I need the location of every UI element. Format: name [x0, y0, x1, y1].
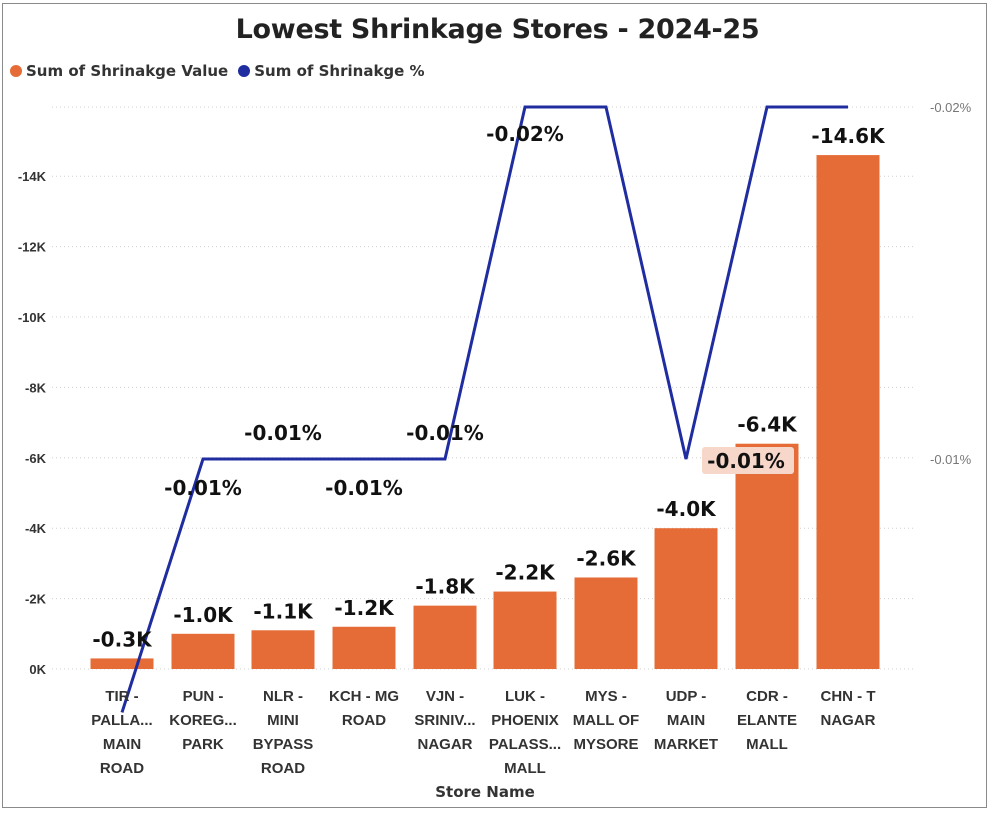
x-tick-label: MALL: [746, 736, 788, 753]
x-tick-label: LUK -: [505, 688, 545, 705]
line-data-label: -0.01%: [244, 421, 322, 445]
bar-data-label: -1.0K: [173, 603, 234, 627]
x-tick-label: UDP -: [666, 688, 707, 705]
legend-dot-icon: [10, 65, 22, 77]
chart-title: Lowest Shrinkage Stores - 2024-25: [235, 14, 760, 45]
bar: [251, 630, 315, 669]
bar-data-label: -14.6K: [811, 124, 886, 148]
line-label-highlight: [702, 447, 794, 474]
legend-item-value[interactable]: Sum of Shrinakge Value: [10, 62, 228, 80]
chart-legend: Sum of Shrinakge Value Sum of Shrinakge …: [10, 62, 435, 80]
x-tick-label: PHOENIX: [491, 712, 559, 729]
bar: [735, 443, 799, 669]
x-tick-label: KOREG...: [169, 712, 237, 729]
x-tick-label: MYSORE: [573, 736, 638, 753]
line-data-label: -0.01%: [406, 421, 484, 445]
line-data-label: -0.01%: [325, 476, 403, 500]
x-tick-label: TIR -: [105, 688, 138, 705]
bar-data-label: -2.6K: [576, 546, 637, 570]
x-tick-label: PUN -: [183, 688, 224, 705]
bar-data-label: -4.0K: [656, 497, 717, 521]
bar: [654, 528, 718, 669]
x-tick-label: CHN - T: [821, 688, 876, 705]
y-tick-label: -4K: [25, 521, 47, 536]
y2-tick-label: -0.01%: [930, 452, 972, 467]
bar: [332, 626, 396, 669]
x-tick-label: MARKET: [654, 736, 718, 753]
y-tick-label: -10K: [18, 310, 47, 325]
y-tick-label: -8K: [25, 380, 47, 395]
x-tick-label: KCH - MG: [329, 688, 399, 705]
legend-label-value: Sum of Shrinakge Value: [26, 62, 229, 80]
x-tick-label: CDR -: [746, 688, 788, 705]
x-tick-label: MYS -: [585, 688, 627, 705]
x-tick-label: MALL: [504, 760, 546, 777]
x-tick-label: VJN -: [426, 688, 464, 705]
line-data-label: -0.01%: [164, 476, 242, 500]
bar-data-label: -6.4K: [737, 413, 798, 437]
line-data-label: -0.01%: [707, 449, 785, 473]
bar: [90, 658, 154, 669]
bar: [171, 633, 235, 669]
bar-data-label: -1.8K: [415, 575, 476, 599]
bar: [413, 605, 477, 669]
y2-tick-label: -0.02%: [930, 100, 972, 115]
x-axis-title: Store Name: [435, 783, 535, 801]
x-tick-label: SRINIV...: [414, 712, 475, 729]
y-tick-label: -12K: [18, 240, 47, 255]
bar-data-label: -1.1K: [253, 599, 314, 623]
x-tick-label: NLR -: [263, 688, 303, 705]
bar: [493, 591, 557, 669]
x-tick-label: MALL OF: [573, 712, 639, 729]
bar-data-label: -2.2K: [495, 561, 556, 585]
x-tick-label: PALASS...: [489, 736, 561, 753]
x-tick-label: MAIN: [667, 712, 705, 729]
x-tick-label: PALLA...: [91, 712, 152, 729]
x-tick-label: ROAD: [342, 712, 386, 729]
legend-label-percent: Sum of Shrinakge %: [254, 62, 425, 80]
x-tick-label: NAGAR: [418, 736, 473, 753]
x-tick-label: MAIN: [103, 736, 141, 753]
x-tick-label: MINI: [267, 712, 299, 729]
bar: [816, 155, 880, 669]
x-tick-label: ROAD: [100, 760, 144, 777]
x-tick-label: PARK: [182, 736, 224, 753]
y-tick-label: -2K: [25, 592, 47, 607]
y-tick-label: -14K: [18, 169, 47, 184]
bar-data-label: -0.3K: [92, 627, 153, 651]
x-tick-label: ELANTE: [737, 712, 797, 729]
legend-dot-icon: [238, 65, 251, 77]
y-tick-label: -6K: [25, 451, 47, 466]
x-tick-label: BYPASS: [253, 736, 314, 753]
x-tick-label: ROAD: [261, 760, 305, 777]
bar: [574, 577, 638, 669]
legend-item-percent[interactable]: Sum of Shrinakge %: [238, 62, 425, 80]
series-line: [120, 105, 848, 713]
x-tick-label: NAGAR: [821, 712, 876, 729]
line-data-label: -0.02%: [486, 122, 564, 146]
y-tick-label: 0K: [29, 662, 46, 677]
bar-data-label: -1.2K: [334, 596, 395, 620]
